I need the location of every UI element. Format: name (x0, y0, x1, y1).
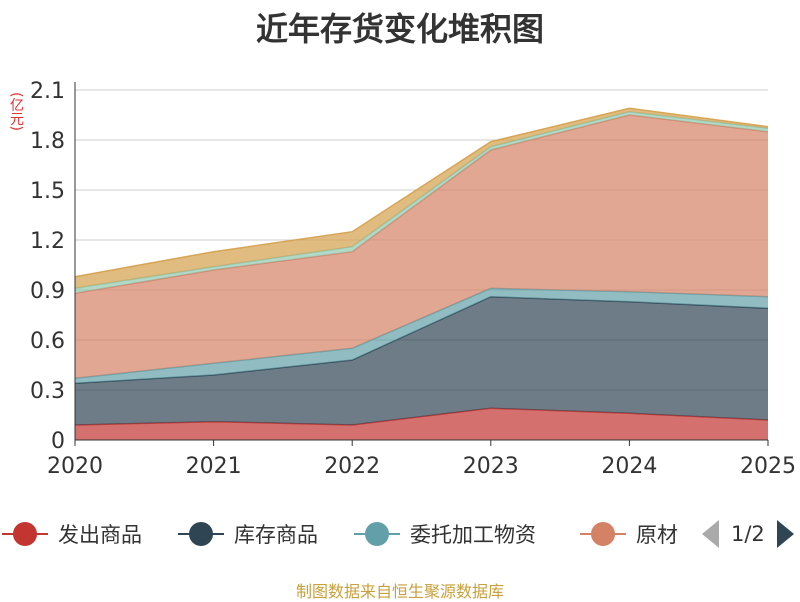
y-tick-label: 2.1 (30, 79, 65, 104)
legend-marker-icon (2, 514, 48, 554)
x-tick-label: 2022 (324, 454, 380, 479)
x-tick-label: 2021 (186, 454, 242, 479)
y-tick-label: 0 (51, 429, 65, 454)
legend-label: 库存商品 (234, 523, 318, 547)
data-source-note: 制图数据来自恒生聚源数据库 (295, 582, 504, 601)
legend-label: 发出商品 (58, 523, 142, 547)
area-series (75, 115, 768, 379)
area-series (75, 296, 768, 425)
legend-prev-page-icon[interactable] (702, 520, 719, 548)
legend-label: 委托加工物资 (410, 523, 536, 547)
area-series-line (74, 107, 769, 278)
area-series (75, 288, 768, 384)
legend-page-indicator: 1/2 (731, 522, 765, 546)
area-series (75, 108, 768, 289)
y-tick-label: 1.5 (30, 179, 65, 204)
legend-next-page-icon[interactable] (776, 520, 794, 548)
y-tick-label: 0.9 (30, 279, 65, 304)
y-axis-unit-label: (亿元) (8, 92, 24, 131)
y-tick-label: 1.8 (30, 129, 65, 154)
y-tick-label: 1.2 (30, 229, 65, 254)
x-tick-label: 2025 (740, 454, 796, 479)
legend-marker-icon (580, 514, 626, 554)
legend-item-fachu-shangpin[interactable]: 发出商品 (2, 514, 142, 554)
legend-item-weituo-jiagong-wuzi[interactable]: 委托加工物资 (354, 514, 536, 554)
x-tick-label: 2023 (463, 454, 519, 479)
legend-pager: 1/2 (700, 514, 800, 554)
legend-marker-icon (178, 514, 224, 554)
y-tick-label: 0.6 (30, 329, 65, 354)
y-tick-label: 0.3 (30, 379, 65, 404)
x-tick-label: 2024 (601, 454, 657, 479)
area-series (75, 408, 768, 440)
chart-legend: 发出商品 库存商品 委托加工物资 原材 (0, 514, 800, 554)
legend-label: 原材 (636, 523, 678, 547)
x-tick-label: 2020 (47, 454, 103, 479)
legend-item-kucun-shangpin[interactable]: 库存商品 (178, 514, 318, 554)
legend-marker-icon (354, 514, 400, 554)
chart-title: 近年存货变化堆积图 (255, 10, 544, 48)
legend-item-yuancailiao[interactable]: 原材 (580, 514, 682, 554)
